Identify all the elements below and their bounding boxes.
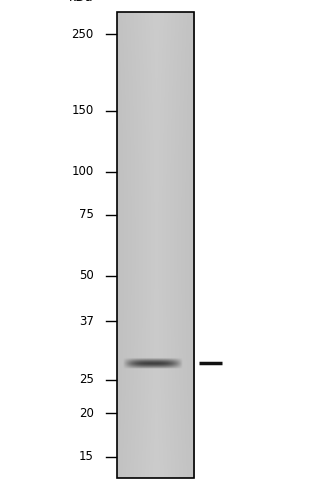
- Text: 250: 250: [72, 28, 94, 41]
- Text: 50: 50: [79, 269, 94, 283]
- Text: 37: 37: [79, 315, 94, 327]
- Text: 100: 100: [72, 165, 94, 178]
- Bar: [117, 12, 194, 478]
- Text: 150: 150: [72, 104, 94, 118]
- Text: 25: 25: [79, 373, 94, 386]
- Text: kDa: kDa: [69, 0, 94, 4]
- Text: 15: 15: [79, 450, 94, 463]
- Text: 75: 75: [79, 208, 94, 222]
- Text: 20: 20: [79, 407, 94, 420]
